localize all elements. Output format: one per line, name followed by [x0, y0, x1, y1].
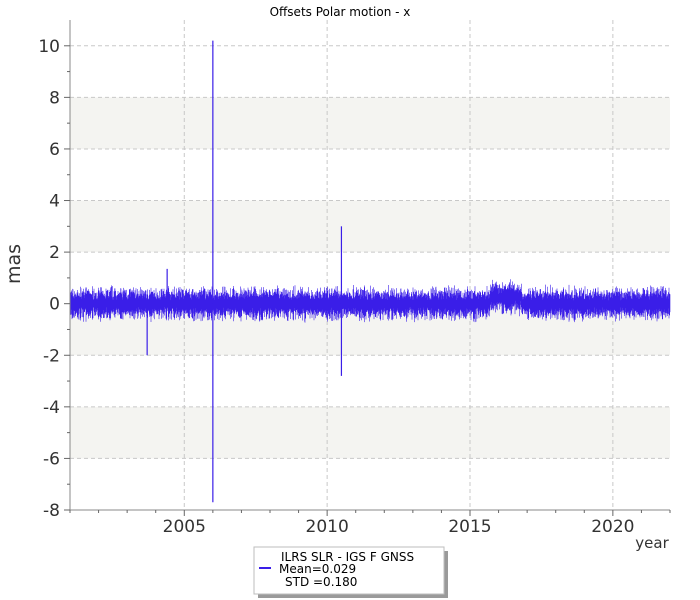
- x-tick-label: 2010: [306, 517, 349, 537]
- background-band: [70, 406, 670, 459]
- y-tick-label: -6: [43, 449, 60, 469]
- axes: [69, 20, 670, 511]
- y-tick-label: 10: [38, 37, 60, 57]
- background-bands: [70, 97, 670, 459]
- chart-title: Offsets Polar motion - x: [270, 5, 411, 19]
- x-axis-ticks: 2005 2010 2015 2020: [69, 510, 671, 537]
- y-axis-ticks: -8 -6 -4 -2 0 2 4 6 8 10: [38, 37, 70, 521]
- y-tick-label: 2: [49, 243, 60, 263]
- x-axis-title: year: [635, 534, 669, 552]
- background-band: [70, 200, 670, 253]
- y-tick-label: 4: [49, 192, 60, 212]
- legend-std: STD =0.180: [285, 575, 357, 589]
- y-tick-label: 8: [49, 88, 60, 108]
- y-tick-label: -2: [43, 346, 60, 366]
- y-tick-label: 6: [49, 140, 60, 160]
- legend-series-name: ILRS SLR - IGS F GNSS: [281, 550, 414, 564]
- x-tick-label: 2015: [448, 517, 491, 537]
- background-band: [70, 97, 670, 149]
- y-axis-title: mas: [3, 244, 25, 284]
- y-tick-label: 0: [49, 295, 60, 315]
- y-tick-label: -4: [43, 398, 60, 418]
- y-tick-label: -8: [43, 501, 60, 521]
- legend: ILRS SLR - IGS F GNSS Mean=0.029 STD =0.…: [253, 546, 448, 598]
- x-tick-label: 2020: [591, 517, 634, 537]
- legend-box: [253, 546, 445, 595]
- x-tick-label: 2005: [163, 517, 206, 537]
- legend-mean: Mean=0.029: [279, 562, 356, 576]
